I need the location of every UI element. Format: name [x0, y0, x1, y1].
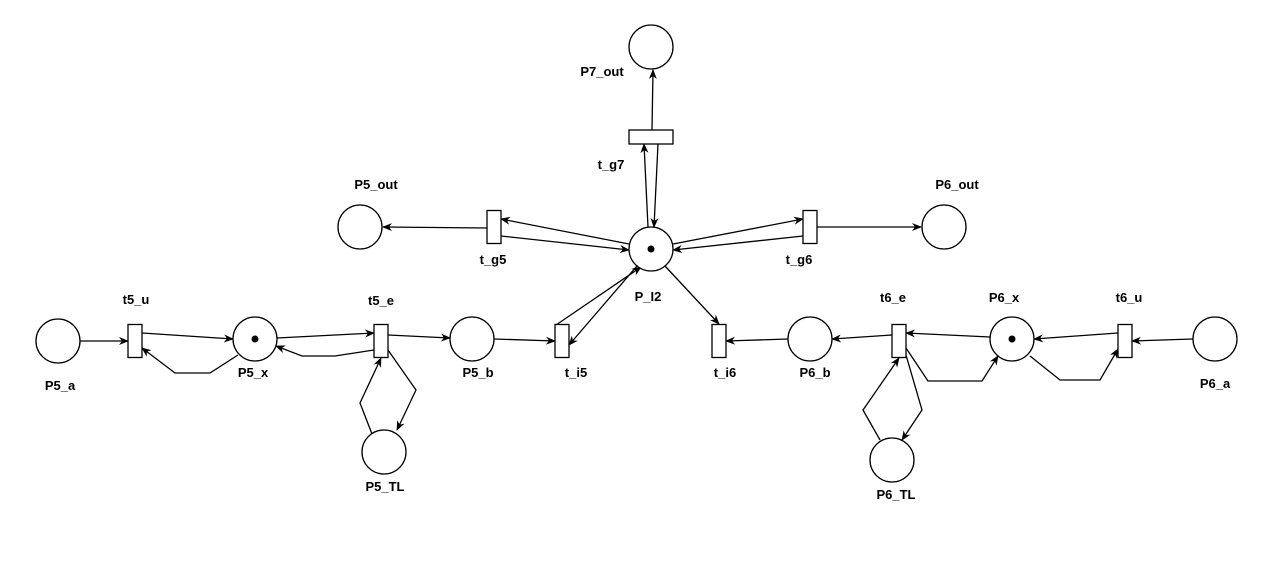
place-P5_TL[interactable]: [361, 429, 407, 475]
arc-P_I2-to-t_g6: [672, 216, 804, 245]
nodes-layer: [35, 24, 1238, 483]
transition-t5_u[interactable]: [127, 323, 143, 359]
place-label-P5_b: P5_b: [462, 365, 493, 380]
arc-P_I2-to-t_g5: [500, 216, 630, 245]
place-label-P6_out: P6_out: [935, 177, 979, 192]
transition-label-t_g7: t_g7: [598, 157, 625, 172]
place-P6_a[interactable]: [1192, 316, 1238, 362]
arc-t5_e-to-P5_x: [275, 345, 375, 357]
place-label-P6_b: P6_b: [799, 365, 830, 380]
place-P7_out[interactable]: [628, 24, 674, 70]
transition-t_g7[interactable]: [628, 129, 674, 145]
transition-label-t_i5: t_i5: [565, 365, 587, 380]
transition-t6_e[interactable]: [891, 323, 907, 359]
arc-t6_u-to-P6_x: [1033, 332, 1119, 343]
arc-P_I2-to-t_i6: [664, 265, 720, 325]
arc-t6_e-to-P6_b: [831, 334, 893, 343]
arc-t_g6-to-P_I2: [672, 235, 804, 254]
arc-t5_u-to-P5_x: [141, 332, 234, 343]
arc-t5_e-to-P5_b: [387, 333, 451, 342]
transition-label-t5_e: t5_e: [368, 293, 394, 308]
arc-P5_x-to-t5_e: [276, 329, 375, 339]
transition-t_g6[interactable]: [802, 209, 818, 245]
arc-P6_x-to-t6_u: [1029, 348, 1119, 381]
transition-label-t6_e: t6_e: [880, 290, 906, 305]
place-P5_a[interactable]: [35, 318, 81, 364]
transition-t6_u[interactable]: [1117, 323, 1133, 359]
place-P5_out[interactable]: [337, 204, 383, 250]
arc-P5_b-to-t_i5: [493, 336, 556, 345]
place-label-P_I2: P_I2: [635, 289, 662, 304]
transition-t_g5[interactable]: [486, 209, 502, 245]
place-label-P5_TL: P5_TL: [365, 479, 404, 494]
arc-t5_e-to-P5_TL: [387, 349, 417, 431]
transition-label-t6_u: t6_u: [1116, 290, 1143, 305]
place-label-P5_out: P5_out: [354, 177, 398, 192]
labels-layer: P7_out P5_out P6_out P_I2 P5_a P5_x P5_b P5_TL P…: [45, 64, 1231, 502]
arc-t_g5-to-P5_out: [382, 223, 488, 232]
place-label-P6_x: P6_x: [989, 290, 1020, 305]
transition-label-t5_u: t5_u: [123, 292, 150, 307]
arc-P_I2-to-t_i5: [568, 265, 638, 346]
place-P5_b[interactable]: [449, 316, 495, 362]
token-P6_x: [1008, 335, 1016, 343]
transition-label-t_g6: t_g6: [786, 252, 813, 267]
arc-P6_b-to-t_i6: [725, 336, 789, 345]
transition-t5_e[interactable]: [373, 323, 389, 359]
place-label-P5_x: P5_x: [238, 365, 269, 380]
arc-t_g5-to-P_I2: [500, 235, 630, 253]
transition-t_i5[interactable]: [554, 323, 570, 359]
arc-P6_a-to-t6_u: [1131, 336, 1194, 345]
place-label-P5_a: P5_a: [45, 378, 76, 393]
arcs-layer: [80, 69, 1194, 441]
arc-P_I2-to-t_g7: [640, 143, 649, 228]
place-P6_out[interactable]: [921, 204, 967, 250]
place-label-P7_out: P7_out: [580, 64, 624, 79]
place-P6_TL[interactable]: [869, 437, 915, 483]
arc-P5_x-to-t5_u: [141, 347, 239, 374]
arc-t6_e-to-P6_TL: [901, 354, 923, 441]
transition-t_i6[interactable]: [711, 323, 727, 359]
arc-t_g7-to-P_I2: [650, 143, 659, 228]
arc-P6_TL-to-t6_e: [862, 357, 900, 441]
place-P6_b[interactable]: [787, 316, 833, 362]
token-P5_x: [251, 335, 259, 343]
place-label-P6_a: P6_a: [1200, 376, 1231, 391]
arc-t6_e-to-P6_x: [905, 347, 999, 382]
arc-t_g7-to-P7_out: [648, 69, 657, 131]
transition-label-t_g5: t_g5: [480, 252, 507, 267]
arc-P5_TL-to-t5_e: [359, 357, 382, 435]
place-label-P6_TL: P6_TL: [876, 487, 915, 502]
arc-t_i5-to-P_I2: [555, 266, 642, 326]
transition-label-t_i6: t_i6: [714, 365, 736, 380]
arc-P6_x-to-t6_e: [905, 329, 991, 338]
token-P_I2: [647, 245, 655, 253]
